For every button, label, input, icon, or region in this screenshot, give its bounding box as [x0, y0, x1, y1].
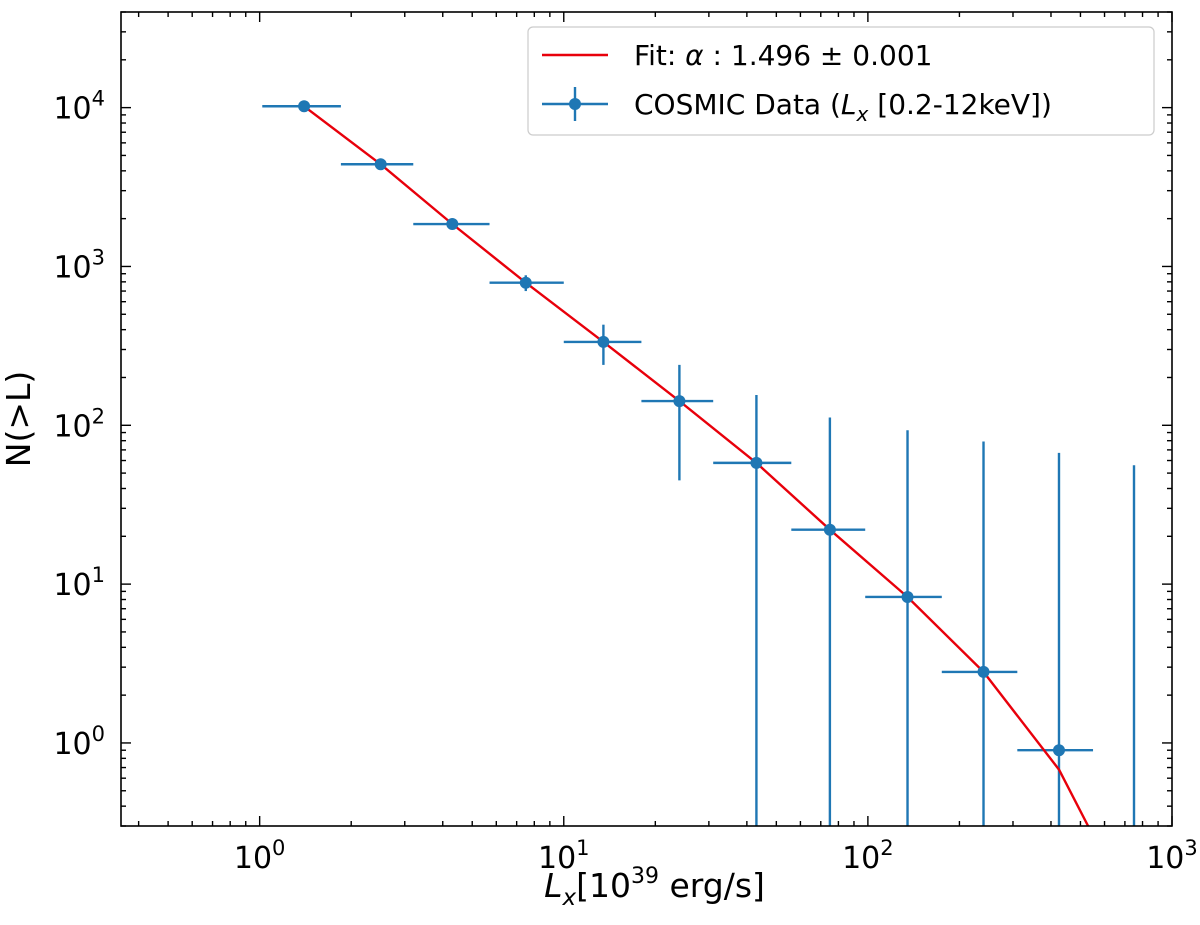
- legend-swatch-marker: [569, 98, 581, 110]
- y-tick-label: 100: [53, 722, 105, 762]
- fit-line: [303, 105, 1090, 826]
- x-tick-label: 100: [234, 836, 286, 876]
- x-tick-label: 101: [538, 836, 590, 876]
- legend-data-label: COSMIC Data (Lx [0.2-12keV]): [634, 88, 1052, 126]
- data-marker: [750, 456, 763, 469]
- data-marker: [298, 100, 311, 113]
- data-marker: [823, 523, 836, 536]
- y-axis-label: N(>L): [0, 371, 38, 467]
- x-axis-label: Lx[1039 erg/s]: [544, 864, 765, 911]
- x-tick-label: 102: [842, 836, 894, 876]
- data-marker: [597, 335, 610, 348]
- y-tick-label: 102: [53, 404, 105, 444]
- data-marker: [446, 218, 459, 231]
- data-layer: [262, 100, 1136, 826]
- label-layer: Lx[1039 erg/s] N(>L) 100 101 102 103 100 101 1…: [0, 87, 1198, 911]
- data-marker: [901, 590, 914, 603]
- ticks-layer: [121, 11, 1173, 827]
- data-marker: [977, 665, 990, 678]
- y-tick-label: 101: [53, 563, 105, 603]
- legend: Fit: α : 1.496 ± 0.001 COSMIC Data (Lx […: [527, 26, 1155, 136]
- legend-box: [527, 26, 1155, 136]
- plot-frame: [120, 11, 1173, 827]
- data-marker: [1052, 744, 1065, 757]
- y-tick-label: 104: [53, 87, 105, 127]
- x-tick-label: 103: [1146, 836, 1198, 876]
- legend-data-swatch: [542, 87, 608, 121]
- plot-area: [262, 100, 1136, 826]
- data-marker: [673, 395, 686, 408]
- legend-fit-label: Fit: α : 1.496 ± 0.001: [634, 39, 932, 72]
- data-marker: [519, 276, 532, 289]
- data-marker: [374, 158, 387, 171]
- y-tick-label: 103: [53, 245, 105, 285]
